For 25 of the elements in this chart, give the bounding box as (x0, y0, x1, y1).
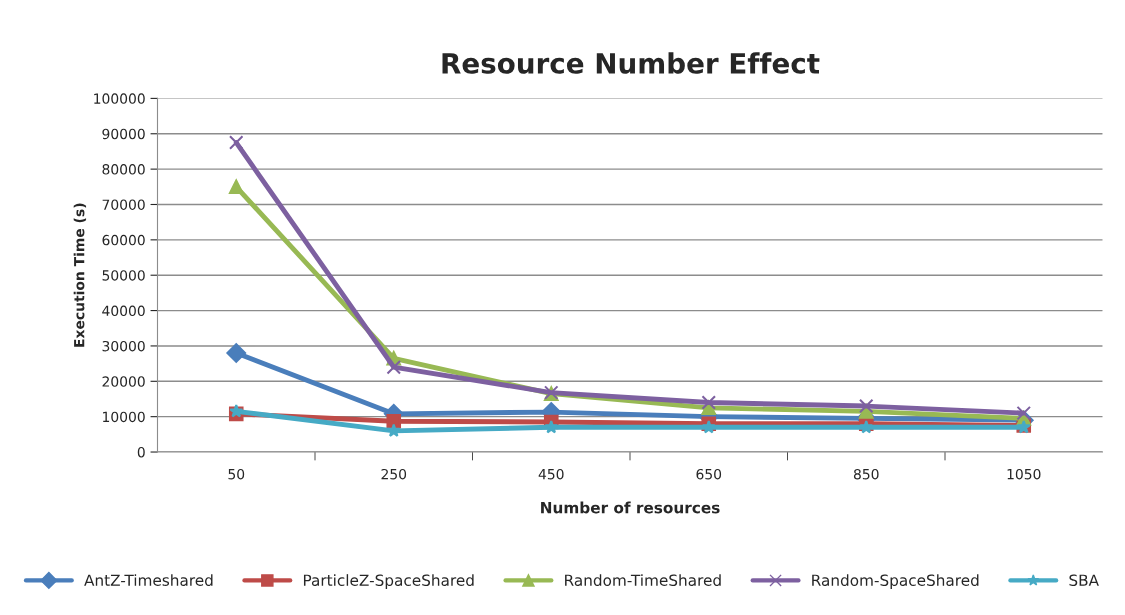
y-tick-label: 20000 (102, 376, 145, 387)
x-tick-label: 850 (853, 468, 879, 480)
x-tick-label: 650 (696, 468, 722, 480)
x-tick-label: 50 (228, 468, 245, 480)
y-tick-label: 50000 (102, 270, 145, 281)
y-tick-label: 0 (137, 446, 145, 458)
y-axis-title: Execution Time (s) (73, 203, 87, 347)
x-tick-label: 1050 (1007, 468, 1041, 480)
y-tick-label: 80000 (102, 164, 145, 175)
x-axis-title: Number of resources (541, 501, 720, 514)
y-tick-label: 10000 (103, 411, 145, 423)
x-tick-label: 450 (538, 468, 564, 480)
legend-label: AntZ-Timeshared (84, 574, 213, 586)
x-tick-label: 250 (381, 468, 407, 480)
y-tick-label: 30000 (102, 340, 145, 352)
chart-title: Resource Number Effect (442, 52, 820, 74)
y-tick-label: 60000 (102, 234, 145, 246)
y-tick-label: 70000 (102, 199, 145, 210)
legend-label: SBA (1069, 574, 1099, 586)
legend-label: Random-SpaceShared (812, 574, 979, 589)
y-tick-label: 100000 (94, 93, 145, 104)
y-tick-label: 90000 (102, 128, 145, 140)
legend-label: Random-TimeShared (565, 574, 721, 586)
legend-label: ParticleZ-SpaceShared (303, 574, 474, 589)
y-tick-label: 40000 (102, 305, 145, 317)
